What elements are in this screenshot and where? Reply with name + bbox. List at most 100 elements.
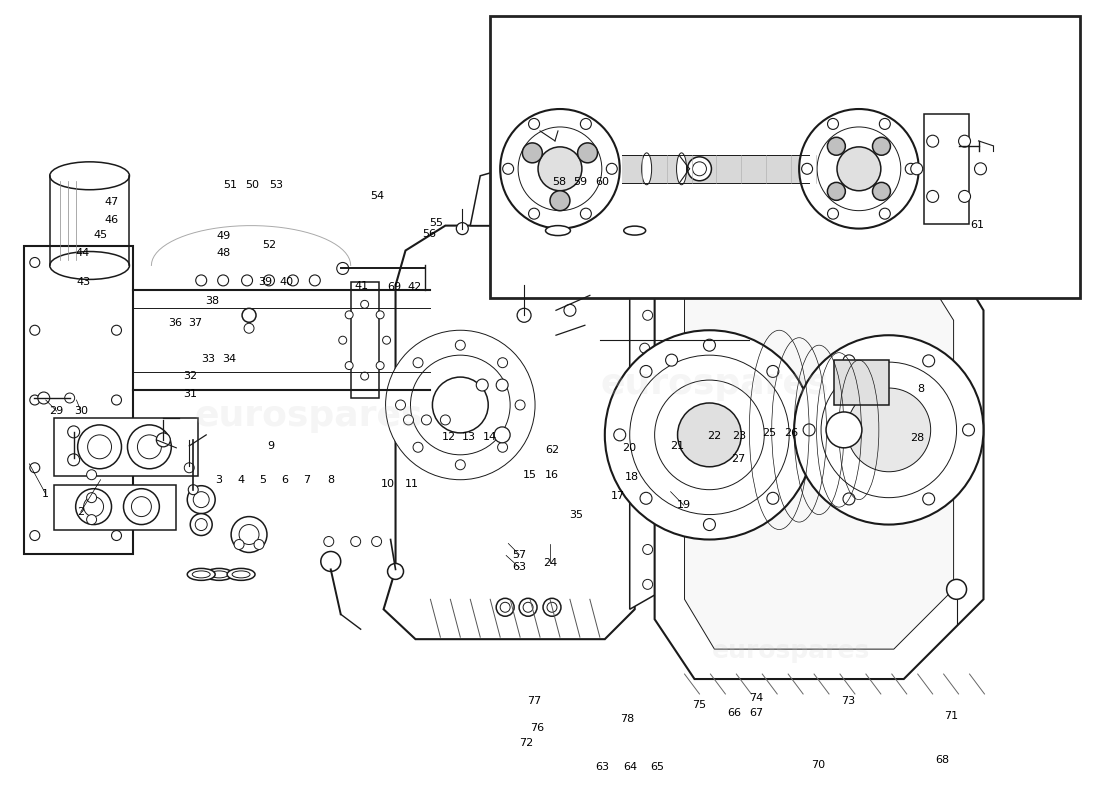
Text: 18: 18 <box>625 471 639 482</box>
Circle shape <box>111 326 121 335</box>
Circle shape <box>879 118 890 130</box>
Text: 16: 16 <box>546 470 559 480</box>
Circle shape <box>642 545 652 554</box>
Circle shape <box>30 530 40 541</box>
Circle shape <box>640 492 652 504</box>
Circle shape <box>522 143 542 163</box>
Circle shape <box>923 493 935 505</box>
Circle shape <box>396 400 406 410</box>
Text: 61: 61 <box>970 220 985 230</box>
Circle shape <box>947 579 967 599</box>
Text: 5: 5 <box>260 474 266 485</box>
Circle shape <box>242 275 253 286</box>
Text: 23: 23 <box>733 431 747 441</box>
Circle shape <box>188 485 198 494</box>
Text: 44: 44 <box>76 248 90 258</box>
Circle shape <box>476 379 488 391</box>
Circle shape <box>30 258 40 267</box>
Circle shape <box>30 395 40 405</box>
Circle shape <box>414 442 424 452</box>
Text: 1: 1 <box>42 489 50 499</box>
Text: 67: 67 <box>749 707 763 718</box>
Text: 14: 14 <box>483 432 497 442</box>
Text: 30: 30 <box>74 406 88 416</box>
Circle shape <box>564 304 576 316</box>
Text: 51: 51 <box>223 180 236 190</box>
Circle shape <box>87 493 97 502</box>
Circle shape <box>78 425 121 469</box>
Circle shape <box>678 403 741 466</box>
Text: 25: 25 <box>762 429 777 438</box>
Polygon shape <box>384 226 635 639</box>
Polygon shape <box>924 114 968 224</box>
Circle shape <box>642 310 652 320</box>
Circle shape <box>975 163 987 174</box>
Circle shape <box>547 602 557 612</box>
Text: 46: 46 <box>104 215 119 225</box>
Text: 10: 10 <box>381 478 395 489</box>
Circle shape <box>911 163 923 174</box>
Circle shape <box>187 486 216 514</box>
Circle shape <box>30 326 40 335</box>
Text: 76: 76 <box>530 723 543 734</box>
Circle shape <box>642 579 652 590</box>
Circle shape <box>794 335 983 525</box>
Text: 74: 74 <box>749 693 763 703</box>
Text: 70: 70 <box>812 760 826 770</box>
Circle shape <box>693 162 706 176</box>
Text: 63: 63 <box>595 762 609 772</box>
Polygon shape <box>629 246 664 610</box>
Circle shape <box>84 497 103 517</box>
Circle shape <box>376 362 384 370</box>
Text: 40: 40 <box>279 277 294 287</box>
Text: 11: 11 <box>405 478 419 489</box>
Circle shape <box>68 454 79 466</box>
Polygon shape <box>654 210 983 679</box>
Text: 45: 45 <box>94 230 108 240</box>
Text: 24: 24 <box>543 558 557 569</box>
Text: 9: 9 <box>267 442 274 451</box>
Circle shape <box>688 157 712 181</box>
Text: 41: 41 <box>354 281 368 291</box>
Polygon shape <box>54 485 176 530</box>
Circle shape <box>87 470 97 480</box>
Circle shape <box>196 275 207 286</box>
Text: 29: 29 <box>50 406 64 416</box>
Circle shape <box>432 377 488 433</box>
Circle shape <box>606 163 617 174</box>
Circle shape <box>843 493 855 505</box>
Circle shape <box>387 563 404 579</box>
Ellipse shape <box>210 571 228 578</box>
Circle shape <box>414 358 424 368</box>
Polygon shape <box>351 282 378 398</box>
Text: 77: 77 <box>528 696 542 706</box>
Circle shape <box>515 400 525 410</box>
Circle shape <box>704 339 715 351</box>
Circle shape <box>640 366 652 378</box>
Ellipse shape <box>50 162 130 190</box>
Circle shape <box>421 415 431 425</box>
Circle shape <box>879 208 890 219</box>
Text: 31: 31 <box>184 389 198 398</box>
Text: 62: 62 <box>546 446 559 455</box>
Circle shape <box>440 415 450 425</box>
Text: 53: 53 <box>270 180 283 190</box>
Circle shape <box>518 127 602 210</box>
Ellipse shape <box>192 571 210 578</box>
Circle shape <box>793 429 805 441</box>
Circle shape <box>629 355 789 514</box>
Circle shape <box>529 118 539 130</box>
Text: 12: 12 <box>442 432 456 442</box>
Text: eurospares: eurospares <box>601 367 828 401</box>
Text: 78: 78 <box>619 714 634 724</box>
Circle shape <box>456 222 469 234</box>
Text: 19: 19 <box>676 500 691 510</box>
Circle shape <box>287 275 298 286</box>
Circle shape <box>538 147 582 190</box>
Text: 7: 7 <box>304 474 310 485</box>
Text: 28: 28 <box>910 434 924 443</box>
Circle shape <box>500 109 619 229</box>
Ellipse shape <box>624 226 646 235</box>
Circle shape <box>321 551 341 571</box>
Circle shape <box>837 147 881 190</box>
